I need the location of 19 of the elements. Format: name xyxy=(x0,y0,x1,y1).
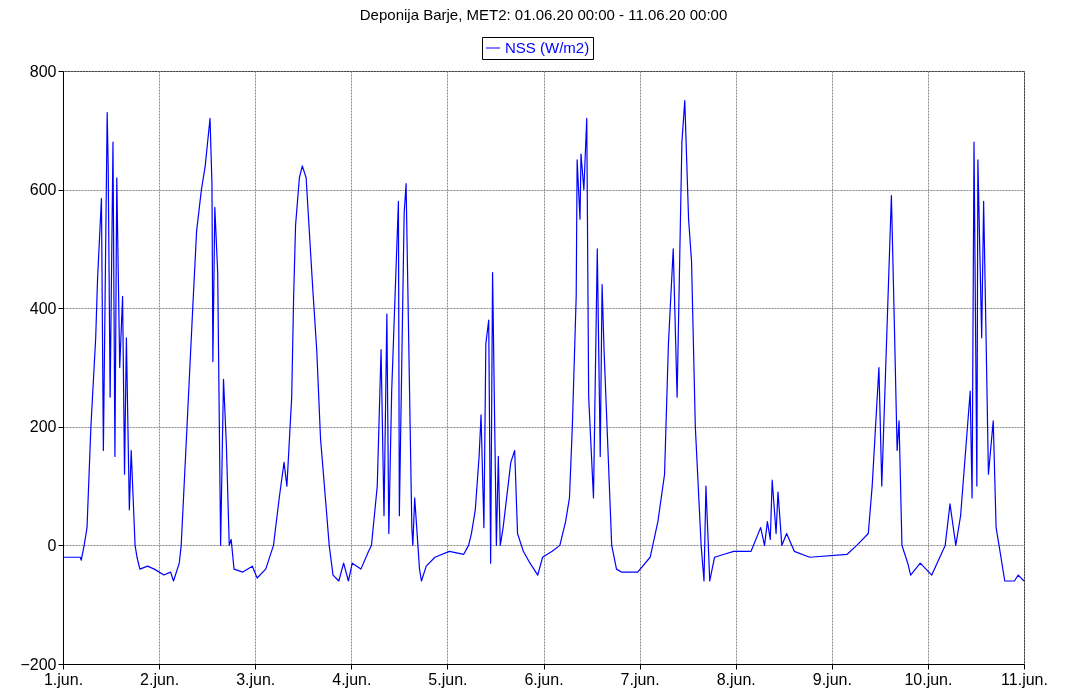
x-tick-label: 2.jun. xyxy=(140,670,180,688)
x-tick-label: 5.jun. xyxy=(428,670,468,688)
y-tick-label: 600 xyxy=(29,181,57,199)
y-tick-label: 0 xyxy=(47,536,57,554)
x-tick-label: 3.jun. xyxy=(236,670,276,688)
x-tick-label: 10.jun. xyxy=(904,670,953,688)
y-tick-label: 800 xyxy=(29,62,57,80)
legend-label: NSS (W/m2) xyxy=(505,39,590,56)
x-tick-label: 9.jun. xyxy=(812,670,852,688)
chart-title: Deponija Barje, MET2: 01.06.20 00:00 - 11.06.20 00:00 xyxy=(359,6,728,23)
x-tick-label: 1.jun. xyxy=(43,670,84,688)
y-tick-label: 400 xyxy=(29,299,57,317)
x-tick-label: 7.jun. xyxy=(620,670,660,688)
x-tick-label: 4.jun. xyxy=(332,670,372,688)
x-tick-label: 8.jun. xyxy=(716,670,756,688)
y-tick-label: 200 xyxy=(29,418,57,436)
y-tick-label: −200 xyxy=(20,655,57,673)
x-tick-label: 11.jun. xyxy=(1001,670,1048,688)
x-tick-label: 6.jun. xyxy=(524,670,564,688)
